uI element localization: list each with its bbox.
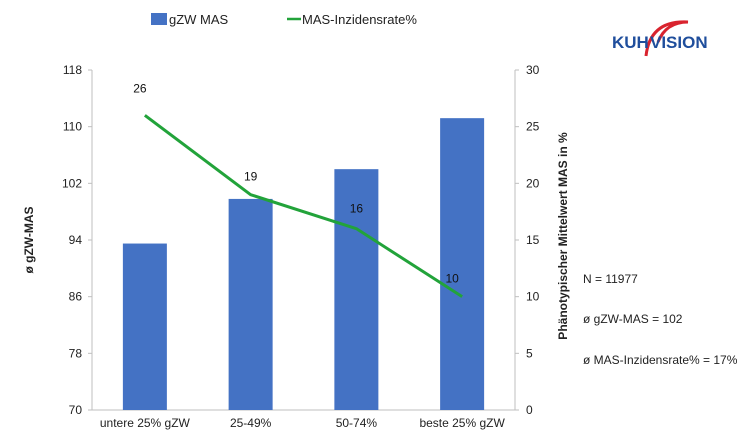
y-tick-label-left: 102 bbox=[62, 176, 82, 190]
legend-label-bar: gZW MAS bbox=[169, 12, 229, 27]
x-tick-label: untere 25% gZW bbox=[100, 416, 191, 430]
legend: gZW MAS MAS-Inzidensrate% bbox=[151, 12, 417, 27]
y-tick-label-right: 30 bbox=[526, 63, 540, 77]
axis-titles: ø gZW-MAS Phänotypischer Mittelwert MAS i… bbox=[22, 132, 570, 340]
data-label-1: 26 bbox=[133, 81, 147, 95]
kuhvision-logo: KUH VISION bbox=[606, 16, 724, 60]
bar-2 bbox=[228, 198, 273, 410]
y-tick-label-left: 94 bbox=[69, 233, 83, 247]
y-tick-label-left: 78 bbox=[69, 346, 83, 360]
axes: 70 78 86 94 102 110 118 0 5 10 15 20 25 30 untere 25% … bbox=[62, 63, 540, 430]
stat-mean-gzw: ø gZW-MAS = 102 bbox=[583, 312, 683, 326]
y-axis-left-title: ø gZW-MAS bbox=[22, 206, 36, 273]
incidence-line-path bbox=[143, 114, 463, 298]
y-tick-label-left: 70 bbox=[69, 403, 83, 417]
y-tick-label-left: 110 bbox=[63, 120, 82, 134]
logo-text-vision: VISION bbox=[650, 33, 708, 52]
y-tick-label-left: 118 bbox=[63, 63, 82, 77]
y-tick-label-right: 25 bbox=[526, 120, 540, 134]
data-label-4: 10 bbox=[445, 272, 459, 286]
y-axis-right-title: Phänotypischer Mittelwert MAS in % bbox=[556, 132, 570, 340]
stat-n: N = 11977 bbox=[583, 272, 638, 286]
y-tick-label-right: 20 bbox=[526, 176, 540, 190]
y-tick-label-left: 86 bbox=[69, 290, 83, 304]
bar-4 bbox=[440, 118, 485, 411]
bar-3 bbox=[334, 169, 379, 410]
bar-1 bbox=[122, 243, 167, 410]
y-tick-label-right: 10 bbox=[526, 290, 540, 304]
incidence-line: 26 19 16 10 bbox=[133, 81, 463, 298]
x-tick-label: 50-74% bbox=[336, 416, 378, 430]
logo-swoosh: KUH VISION bbox=[612, 20, 708, 57]
stat-mean-incidence: ø MAS-Inzidensrate% = 17% bbox=[583, 353, 738, 367]
legend-swatch-bar bbox=[151, 13, 167, 25]
x-tick-label: 25-49% bbox=[230, 416, 272, 430]
data-label-3: 16 bbox=[350, 202, 364, 216]
logo-text-kuh: KUH bbox=[612, 33, 649, 52]
legend-label-line: MAS-Inzidensrate% bbox=[302, 12, 417, 27]
x-tick-label: beste 25% gZW bbox=[419, 416, 505, 430]
y-tick-label-right: 5 bbox=[526, 346, 533, 360]
bars bbox=[122, 118, 485, 411]
data-label-2: 19 bbox=[244, 170, 258, 184]
y-tick-label-right: 0 bbox=[526, 403, 533, 417]
y-tick-label-right: 15 bbox=[526, 233, 540, 247]
